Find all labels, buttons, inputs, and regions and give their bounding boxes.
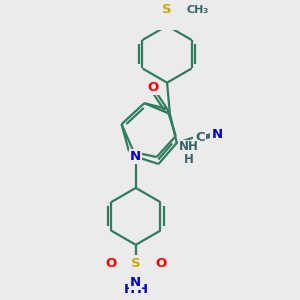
- Text: N: N: [130, 150, 141, 163]
- Text: N: N: [130, 276, 141, 290]
- Text: O: O: [155, 256, 166, 269]
- Text: H: H: [137, 283, 148, 296]
- Text: H: H: [123, 283, 134, 296]
- Text: S: S: [162, 3, 172, 16]
- Text: O: O: [105, 256, 116, 269]
- Text: H: H: [184, 153, 194, 166]
- Text: NH: NH: [179, 140, 199, 154]
- Text: N: N: [211, 128, 223, 141]
- Text: C: C: [196, 131, 205, 144]
- Text: S: S: [131, 256, 141, 269]
- Text: O: O: [147, 81, 158, 94]
- Text: CH₃: CH₃: [187, 5, 209, 15]
